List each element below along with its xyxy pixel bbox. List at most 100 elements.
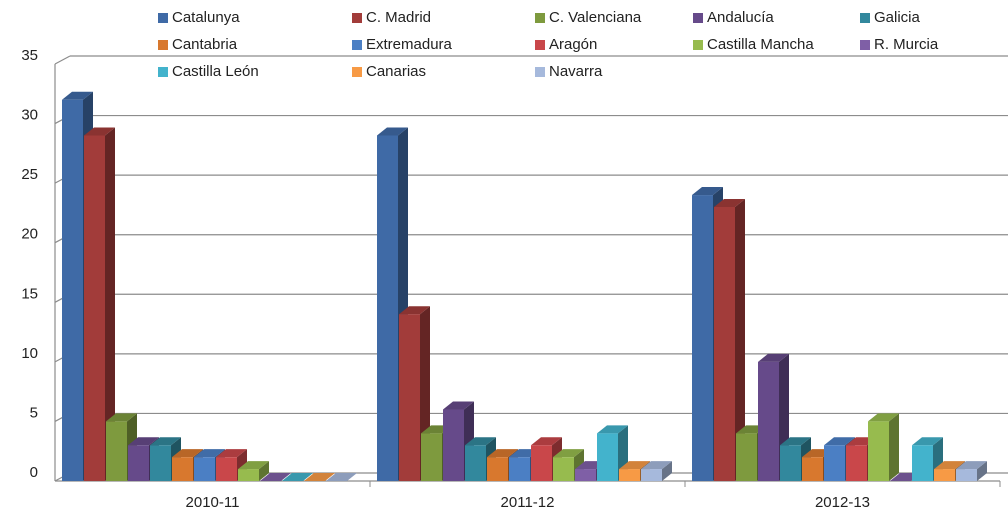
- bar-top: [304, 473, 335, 481]
- bar: [956, 461, 987, 481]
- legend-swatch: [158, 40, 168, 50]
- bar-front: [758, 361, 779, 481]
- legend-swatch: [158, 13, 168, 23]
- bar-front: [62, 99, 83, 481]
- legend-label: Navarra: [549, 63, 603, 80]
- bar-front: [194, 457, 215, 481]
- legend-swatch: [693, 13, 703, 23]
- bar-top: [84, 127, 115, 136]
- legend-label: Andalucía: [707, 9, 774, 26]
- bar-top: [692, 187, 723, 196]
- bar: [282, 473, 313, 481]
- legend-swatch: [860, 13, 870, 23]
- bar-front: [692, 195, 713, 482]
- legend-swatch: [860, 40, 870, 50]
- bar-front: [487, 457, 508, 481]
- bar-front: [531, 445, 552, 481]
- bar-front: [421, 433, 442, 481]
- legend-swatch: [535, 67, 545, 77]
- bar-front: [641, 469, 662, 481]
- bar-front: [846, 445, 867, 481]
- legend-label: Extremadura: [366, 36, 453, 53]
- bar-top: [780, 437, 811, 446]
- bar: [714, 198, 745, 481]
- y-tick-label: 0: [30, 464, 38, 481]
- bar-front: [912, 445, 933, 481]
- bar-top: [597, 425, 628, 434]
- bar-front: [399, 314, 420, 481]
- legend-label: C. Valenciana: [549, 9, 642, 26]
- bar-top: [912, 437, 943, 446]
- legend-label: Castilla León: [172, 63, 259, 80]
- bar-front: [553, 457, 574, 481]
- bar-front: [956, 469, 977, 481]
- legend-label: Catalunya: [172, 9, 240, 26]
- y-tick-label: 10: [21, 345, 38, 362]
- bar: [84, 127, 115, 481]
- bar-top: [150, 437, 181, 446]
- legend-swatch: [352, 40, 362, 50]
- bar: [238, 461, 269, 481]
- bar-top: [465, 437, 496, 446]
- bar-side: [889, 413, 899, 481]
- bar-front: [714, 206, 735, 481]
- bar-front: [736, 433, 757, 481]
- legend-label: R. Murcia: [874, 36, 939, 53]
- bar-top: [377, 127, 408, 136]
- bar-front: [868, 421, 889, 481]
- bar-side: [662, 461, 672, 481]
- x-tick-label: 2012-13: [815, 494, 870, 511]
- bar-top: [128, 437, 159, 446]
- y-tick-label: 25: [21, 166, 38, 183]
- bar-front: [575, 469, 596, 481]
- bar: [326, 473, 357, 481]
- bar: [868, 413, 899, 481]
- legend-label: C. Madrid: [366, 9, 431, 26]
- legend-swatch: [158, 67, 168, 77]
- bar-front: [443, 409, 464, 481]
- bar-top: [106, 413, 137, 422]
- legend-swatch: [535, 40, 545, 50]
- bar-side: [105, 127, 115, 481]
- bar-top: [934, 461, 965, 470]
- bar-front: [934, 469, 955, 481]
- bar-front: [150, 445, 171, 481]
- bar-top: [238, 461, 269, 470]
- bar-top: [260, 473, 291, 481]
- y-tick-label: 35: [21, 47, 38, 64]
- bar-top: [326, 473, 357, 481]
- legend-label: Cantabria: [172, 36, 238, 53]
- bar-front: [824, 445, 845, 481]
- grid-line-side: [54, 55, 71, 65]
- bar-top: [487, 449, 518, 458]
- bar-top: [553, 449, 584, 458]
- legend-swatch: [693, 40, 703, 50]
- bar-top: [641, 461, 672, 470]
- bar-front: [780, 445, 801, 481]
- bar-front: [106, 421, 127, 481]
- bar-top: [172, 449, 203, 458]
- bar-front: [128, 445, 149, 481]
- legend-swatch: [352, 13, 362, 23]
- bar-top: [282, 473, 313, 481]
- y-tick-label: 30: [21, 107, 38, 124]
- bar-front: [216, 457, 237, 481]
- y-tick-label: 20: [21, 226, 38, 243]
- bar-front: [597, 433, 618, 481]
- legend-label: Canarias: [366, 63, 426, 80]
- bar-top: [824, 437, 855, 446]
- bar-side: [977, 461, 987, 481]
- bar-top: [714, 198, 745, 207]
- bar: [304, 473, 335, 481]
- bar-top: [62, 91, 93, 100]
- x-tick-label: 2011-12: [501, 494, 555, 511]
- bar-front: [465, 445, 486, 481]
- legend-swatch: [352, 67, 362, 77]
- bar: [641, 461, 672, 481]
- bar-top: [758, 353, 789, 362]
- bar-top: [956, 461, 987, 470]
- bar-front: [84, 135, 105, 481]
- bar-top: [531, 437, 562, 446]
- bar: [399, 306, 430, 481]
